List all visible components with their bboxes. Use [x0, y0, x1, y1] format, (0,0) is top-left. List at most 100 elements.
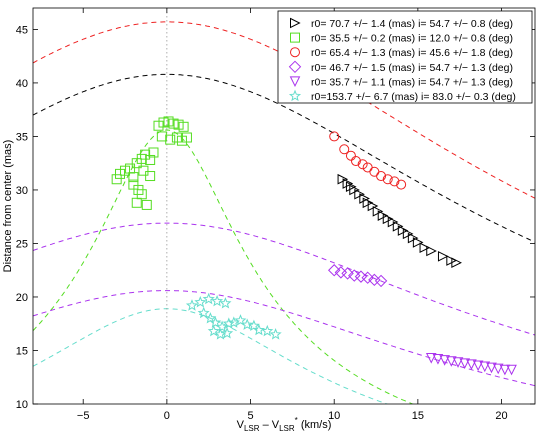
data-point — [156, 131, 167, 142]
y-tick-label: 20 — [16, 292, 28, 304]
data-point — [389, 176, 400, 187]
y-tick-label: 40 — [16, 78, 28, 90]
data-point — [486, 362, 497, 374]
data-point — [407, 232, 419, 244]
data-point — [171, 132, 182, 143]
legend-marker — [288, 89, 302, 102]
data-point — [359, 193, 370, 204]
data-point — [367, 200, 379, 212]
data-point — [439, 355, 450, 366]
data-point — [138, 165, 149, 176]
data-point — [209, 316, 222, 328]
data-point — [204, 312, 217, 324]
data-point — [261, 324, 274, 337]
model-curve-4 — [33, 222, 535, 336]
data-point — [215, 320, 229, 333]
data-point — [426, 245, 437, 257]
data-point — [345, 181, 357, 193]
data-point — [269, 328, 282, 340]
legend-marker — [290, 47, 300, 58]
model-curve-2 — [33, 129, 415, 404]
data-point — [247, 319, 260, 331]
data-point — [327, 264, 341, 277]
series-1-points — [337, 173, 462, 269]
series-2-points — [111, 116, 192, 210]
data-point — [145, 154, 156, 165]
legend-label: r0= 46.7 +/− 1.5 (mas) i= 54.7 +/− 1.3 (… — [311, 62, 513, 74]
data-point — [131, 197, 142, 208]
data-point — [165, 134, 176, 145]
x-label-base-1: V — [237, 419, 245, 431]
data-point — [472, 360, 484, 372]
legend: r0= 70.7 +/− 1.4 (mas) i= 54.7 +/− 0.8 (… — [277, 10, 533, 104]
legend-label: r0=153.7 +/− 6.7 (mas) i= 83.0 +/− 0.3 (… — [311, 91, 516, 103]
model-curve-5 — [33, 290, 535, 387]
data-point — [437, 250, 449, 262]
data-point — [419, 242, 431, 254]
y-tick-label: 15 — [16, 345, 28, 357]
data-point — [136, 189, 147, 200]
x-label-units: (km/s) — [298, 419, 332, 431]
data-point — [329, 131, 340, 142]
series-6-points — [185, 292, 282, 340]
axis-ticks: −5 0 5 10 15 20 10 15 20 25 30 35 40 45 — [16, 8, 535, 422]
data-point — [479, 361, 491, 373]
x-label-base-2: V — [272, 419, 280, 431]
data-point — [140, 149, 151, 160]
data-point — [459, 358, 471, 369]
data-point — [145, 171, 156, 182]
data-point — [241, 318, 254, 330]
x-tick-label: 0 — [164, 410, 170, 422]
legend-item-4: r0= 46.7 +/− 1.5 (mas) i= 54.7 +/− 1.3 (… — [288, 60, 513, 74]
data-point — [158, 117, 169, 128]
data-point — [202, 292, 215, 305]
data-point — [141, 199, 152, 210]
legend-item-1: r0= 70.7 +/− 1.4 (mas) i= 54.7 +/− 0.8 (… — [290, 17, 513, 30]
data-point — [446, 356, 457, 367]
data-point — [452, 357, 464, 368]
x-tick-label: −5 — [77, 410, 90, 422]
y-tick-label: 45 — [16, 24, 28, 36]
data-point — [432, 354, 444, 365]
data-point — [178, 121, 189, 132]
data-point — [173, 119, 184, 130]
data-point — [194, 295, 207, 308]
data-point — [499, 364, 511, 376]
series-4-points — [327, 264, 388, 288]
data-point — [451, 257, 462, 269]
legend-item-6: r0=153.7 +/− 6.7 (mas) i= 83.0 +/− 0.3 (… — [288, 89, 516, 103]
data-point — [234, 314, 247, 326]
data-point — [207, 324, 220, 337]
data-point — [148, 147, 159, 158]
y-tick-label: 35 — [16, 131, 28, 143]
data-point — [337, 173, 349, 185]
data-point — [376, 171, 387, 182]
x-tick-label: 5 — [247, 410, 253, 422]
legend-item-3: r0= 65.4 +/− 1.3 (mas) i= 45.6 +/− 1.8 (… — [290, 47, 513, 59]
data-point — [402, 228, 414, 240]
x-tick-label: 15 — [412, 410, 424, 422]
y-axis-label: Distance from center (mas) — [2, 140, 14, 273]
legend-label: r0= 35.5 +/− 0.2 (mas) i= 12.0 +/− 0.8 (… — [311, 33, 513, 45]
y-tick-label: 25 — [16, 238, 28, 250]
x-axis-label: VLSR – VLSR* (km/s) — [237, 416, 332, 433]
plot-frame — [32, 7, 536, 405]
x-label-sub-1: LSR — [244, 424, 260, 433]
data-point — [362, 197, 374, 209]
data-point — [372, 206, 384, 217]
x-tick-label: 20 — [495, 410, 507, 422]
data-markers — [111, 116, 517, 376]
data-point — [357, 159, 368, 170]
data-point — [163, 116, 174, 127]
data-point — [181, 132, 192, 143]
data-point — [361, 271, 374, 284]
data-point — [377, 210, 389, 221]
data-point — [120, 165, 131, 176]
model-curve-6 — [33, 308, 389, 404]
data-point — [128, 179, 139, 190]
data-point — [221, 327, 234, 339]
legend-marker — [288, 60, 302, 74]
data-point — [466, 359, 477, 371]
x-tick-label: 10 — [328, 410, 340, 422]
